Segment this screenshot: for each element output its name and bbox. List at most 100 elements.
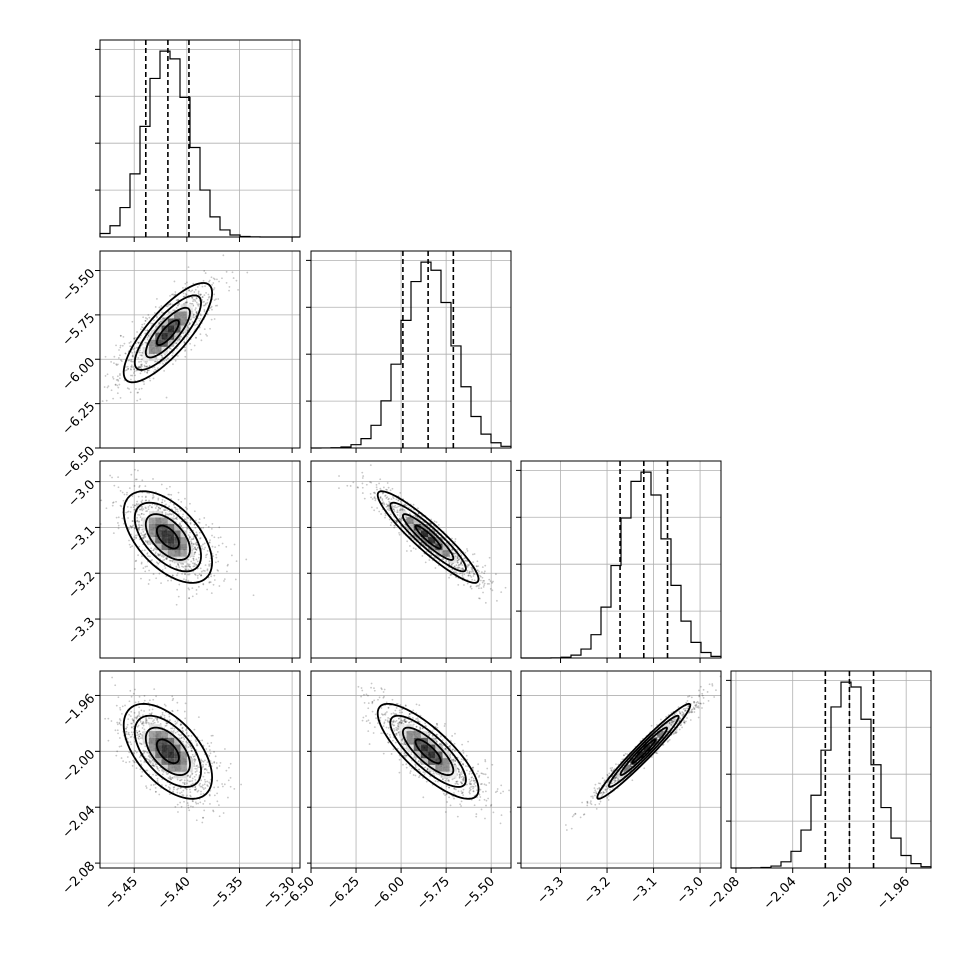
scatter-point	[411, 717, 414, 719]
scatter-point	[383, 721, 386, 724]
scatter-point	[429, 554, 432, 557]
scatter-point	[176, 778, 179, 781]
scatter-point	[212, 277, 215, 280]
scatter-point	[488, 556, 491, 559]
scatter-point	[130, 506, 132, 509]
scatter-point	[149, 761, 151, 763]
scatter-point	[100, 499, 103, 502]
scatter-point	[179, 786, 182, 789]
scatter-point	[152, 330, 155, 332]
scatter-point	[161, 773, 164, 776]
scatter-point	[132, 759, 134, 762]
scatter-point	[139, 516, 142, 518]
scatter-point	[153, 549, 155, 551]
scatter-point	[395, 498, 398, 501]
panel-content	[104, 676, 243, 824]
scatter-point	[445, 560, 447, 563]
scatter-point	[140, 754, 142, 757]
scatter-point	[137, 714, 140, 717]
scatter-point	[184, 787, 187, 790]
scatter-point	[165, 487, 168, 490]
scatter-point	[391, 698, 394, 701]
scatter-point	[230, 588, 232, 591]
scatter-point	[211, 762, 213, 765]
scatter-point	[175, 517, 177, 520]
scatter-point	[383, 503, 385, 506]
scatter-point	[379, 496, 382, 499]
scatter-point	[188, 597, 191, 600]
scatter-point	[187, 774, 190, 777]
scatter-point	[190, 348, 193, 351]
scatter-point	[206, 334, 208, 337]
scatter-point	[203, 768, 206, 771]
scatter-point	[140, 561, 143, 564]
scatter-point	[141, 354, 143, 357]
scatter-point	[216, 792, 219, 795]
scatter-point	[401, 508, 404, 511]
scatter-point	[145, 507, 147, 510]
scatter-point	[146, 318, 149, 320]
scatter-point	[146, 371, 148, 374]
scatter-point	[105, 507, 108, 510]
scatter-point	[204, 787, 207, 789]
density-cell	[167, 325, 175, 333]
scatter-point	[188, 535, 191, 538]
scatter-point	[190, 750, 193, 752]
scatter-point	[462, 568, 465, 571]
contour-1.5-sigma	[133, 714, 202, 788]
scatter-point	[183, 518, 186, 520]
scatter-point	[467, 574, 470, 577]
scatter-point	[195, 310, 198, 313]
scatter-point	[191, 587, 194, 590]
scatter-point	[139, 732, 142, 735]
scatter-point	[459, 563, 462, 566]
scatter-point	[133, 538, 136, 541]
scatter-point	[379, 487, 382, 490]
scatter-point	[390, 521, 393, 524]
scatter-point	[208, 749, 211, 751]
scatter-point	[181, 726, 184, 729]
density-cell	[155, 758, 162, 765]
scatter-point	[202, 775, 205, 778]
scatter-point	[385, 505, 388, 508]
scatter-point	[225, 545, 228, 548]
scatter-point	[463, 778, 466, 781]
scatter-point	[145, 510, 147, 513]
scatter-point	[182, 286, 184, 289]
scatter-point	[215, 762, 218, 764]
contour-1-sigma	[144, 513, 191, 561]
scatter-point	[180, 335, 183, 338]
scatter-point	[450, 573, 453, 576]
scatter-point	[379, 497, 382, 500]
scatter-point	[135, 537, 138, 540]
density-cell	[155, 530, 162, 538]
scatter-point	[223, 580, 225, 582]
scatter-point	[384, 712, 387, 715]
scatter-point	[141, 323, 144, 326]
density-cell	[435, 537, 443, 544]
scatter-point	[399, 491, 402, 494]
scatter-point	[346, 484, 349, 487]
scatter-point	[179, 734, 181, 737]
scatter-point	[374, 499, 377, 502]
scatter-point	[143, 533, 145, 536]
scatter-point	[130, 743, 133, 746]
scatter-point	[157, 507, 160, 509]
scatter-point	[154, 507, 157, 509]
scatter-point	[186, 782, 188, 785]
scatter-point	[132, 348, 134, 351]
scatter-point	[190, 560, 193, 563]
scatter-point	[454, 538, 457, 540]
scatter-point	[178, 303, 181, 305]
scatter-point	[198, 319, 201, 322]
scatter-point	[184, 567, 187, 570]
scatter-point	[472, 575, 475, 577]
scatter-point	[462, 778, 465, 780]
scatter-point	[131, 520, 134, 522]
scatter-point	[168, 510, 171, 512]
density-cell	[406, 517, 414, 524]
scatter-point	[196, 534, 199, 537]
scatter-point	[468, 571, 471, 574]
scatter-point	[206, 784, 209, 787]
scatter-point	[118, 383, 121, 386]
